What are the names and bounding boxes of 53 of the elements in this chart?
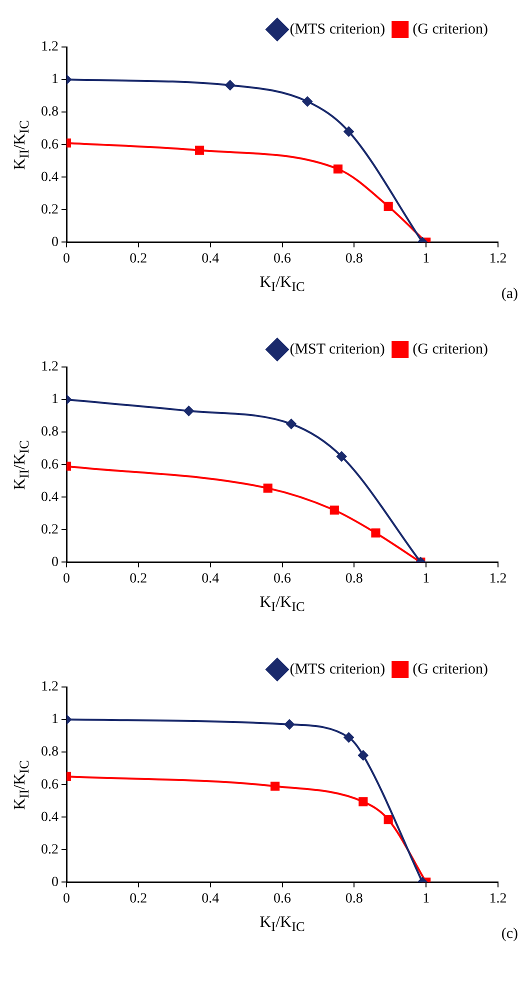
y-tick-label: 0.8 [41, 104, 58, 120]
x-tick-label: 0.4 [202, 891, 220, 906]
y-tick-label: 0.2 [41, 202, 58, 218]
y-tick-label: 0.6 [41, 137, 58, 152]
x-tick-label: 0 [63, 571, 70, 586]
x-tick-label: 0.8 [345, 251, 363, 266]
y-tick-label: 0 [52, 874, 58, 890]
text: (a) [501, 286, 518, 303]
y-tick-label: 1 [52, 72, 58, 88]
legend-label: (MTS criterion) [290, 21, 386, 38]
y-tick-label: 1 [52, 392, 58, 408]
x-tick-label: 1 [422, 571, 430, 586]
x-tick-label: 0.2 [130, 571, 148, 586]
y-tick-label: 1.2 [41, 40, 58, 55]
x-axis-title: K$_{I}$/K$_{IC}$ [258, 594, 306, 616]
y-tick-label: 0.4 [41, 170, 58, 185]
y-tick-label: 0.6 [41, 457, 58, 472]
text: (c) [501, 926, 518, 943]
legend-label: (G criterion) [412, 661, 488, 678]
legend-label: (G criterion) [412, 341, 488, 358]
x-tick-label: 0 [63, 891, 70, 906]
x-tick-label: 1.2 [489, 891, 507, 906]
y-tick-label: 0 [52, 554, 58, 570]
x-tick-label: 1 [422, 251, 430, 266]
x-tick-label: 0.8 [345, 891, 363, 906]
x-tick-label: 0 [63, 251, 70, 266]
y-tick-label: 0.2 [41, 842, 58, 858]
x-tick-label: 1.2 [489, 251, 507, 266]
x-tick-label: 1 [422, 891, 430, 906]
y-tick-label: 0.2 [41, 522, 58, 538]
y-tick-label: 0.8 [41, 744, 58, 760]
x-tick-label: 1.2 [489, 571, 507, 586]
y-tick-label: 1.2 [41, 360, 58, 375]
y-tick-label: 0.4 [41, 810, 58, 825]
x-tick-label: 0.6 [274, 251, 291, 266]
x-tick-label: 0.8 [345, 571, 363, 586]
y-tick-label: 1.2 [41, 680, 58, 695]
y-tick-label: 0.8 [41, 424, 58, 440]
legend-label: (MST criterion) [290, 341, 385, 358]
x-tick-label: 0.2 [130, 891, 148, 906]
legend-label: (MTS criterion) [290, 661, 386, 678]
y-tick-label: 0.6 [41, 777, 58, 792]
x-tick-label: 0.2 [130, 251, 148, 266]
x-axis-title: K$_{I}$/K$_{IC}$ [258, 274, 306, 296]
y-tick-label: 0.4 [41, 490, 58, 505]
x-tick-label: 0.4 [202, 571, 220, 586]
x-tick-label: 0.6 [274, 571, 291, 586]
y-tick-label: 1 [52, 712, 58, 728]
x-axis-title: K$_{I}$/K$_{IC}$ [258, 914, 306, 936]
legend-label: (G criterion) [412, 21, 488, 38]
x-tick-label: 0.4 [202, 251, 220, 266]
x-tick-label: 0.6 [274, 891, 291, 906]
y-tick-label: 0 [52, 234, 58, 250]
